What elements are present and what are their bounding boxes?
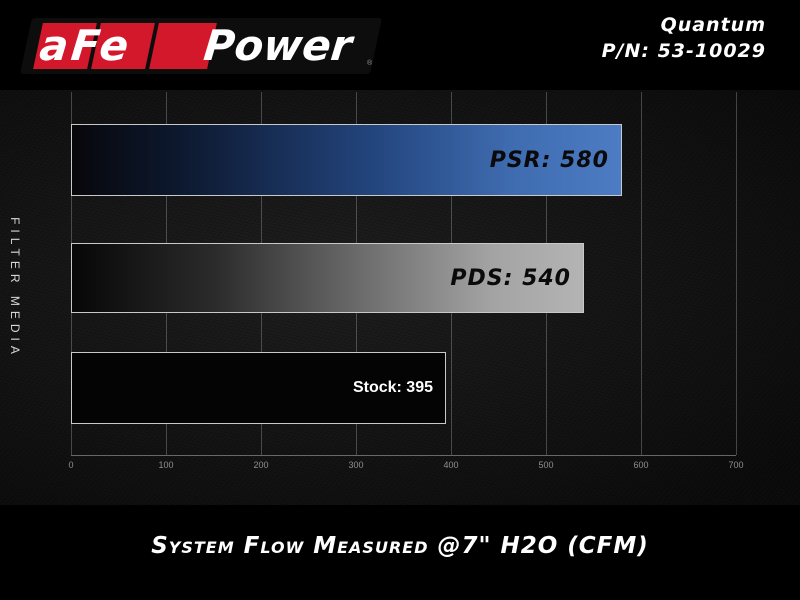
x-tick-label-600: 600 xyxy=(633,460,649,470)
gridline-700 xyxy=(736,92,737,455)
bar-pds: PDS: 540 xyxy=(71,243,584,313)
bar-label-pds: PDS: 540 xyxy=(450,265,571,291)
afe-power-logo: aFe Power ® xyxy=(20,18,382,74)
product-line-name: Quantum xyxy=(660,14,766,36)
registered-trademark-icon: ® xyxy=(367,60,373,67)
x-tick-label-500: 500 xyxy=(538,460,554,470)
chart-caption: System Flow Measured @7" H2O (CFM) xyxy=(151,533,649,559)
x-tick-label-100: 100 xyxy=(158,460,174,470)
x-tick-label-400: 400 xyxy=(443,460,459,470)
x-axis-baseline xyxy=(71,455,736,456)
product-info-block: Quantum P/N: 53-10029 xyxy=(602,12,766,64)
bar-label-stock: Stock: 395 xyxy=(352,379,433,396)
part-number-text: P/N: 53-10029 xyxy=(601,40,766,62)
logo-text-power: Power xyxy=(201,21,355,70)
x-tick-label-0: 0 xyxy=(68,460,74,470)
x-tick-label-200: 200 xyxy=(253,460,269,470)
footer-bar: System Flow Measured @7" H2O (CFM) xyxy=(0,505,800,600)
bar-stock: Stock: 395 xyxy=(71,352,446,424)
y-axis-title: FILTER MEDIA xyxy=(8,217,22,359)
logo-text-afe: aFe xyxy=(37,21,134,70)
bar-label-psr: PSR: 580 xyxy=(489,147,609,173)
chart-plot-area: FILTER MEDIA PSR: 580 PDS: 540 Stock: 39… xyxy=(0,90,800,505)
x-tick-label-700: 700 xyxy=(728,460,744,470)
x-tick-label-300: 300 xyxy=(348,460,364,470)
bar-psr: PSR: 580 xyxy=(71,124,622,196)
header-bar: aFe Power ® Quantum P/N: 53-10029 xyxy=(0,0,800,90)
gridline-600 xyxy=(641,92,642,455)
